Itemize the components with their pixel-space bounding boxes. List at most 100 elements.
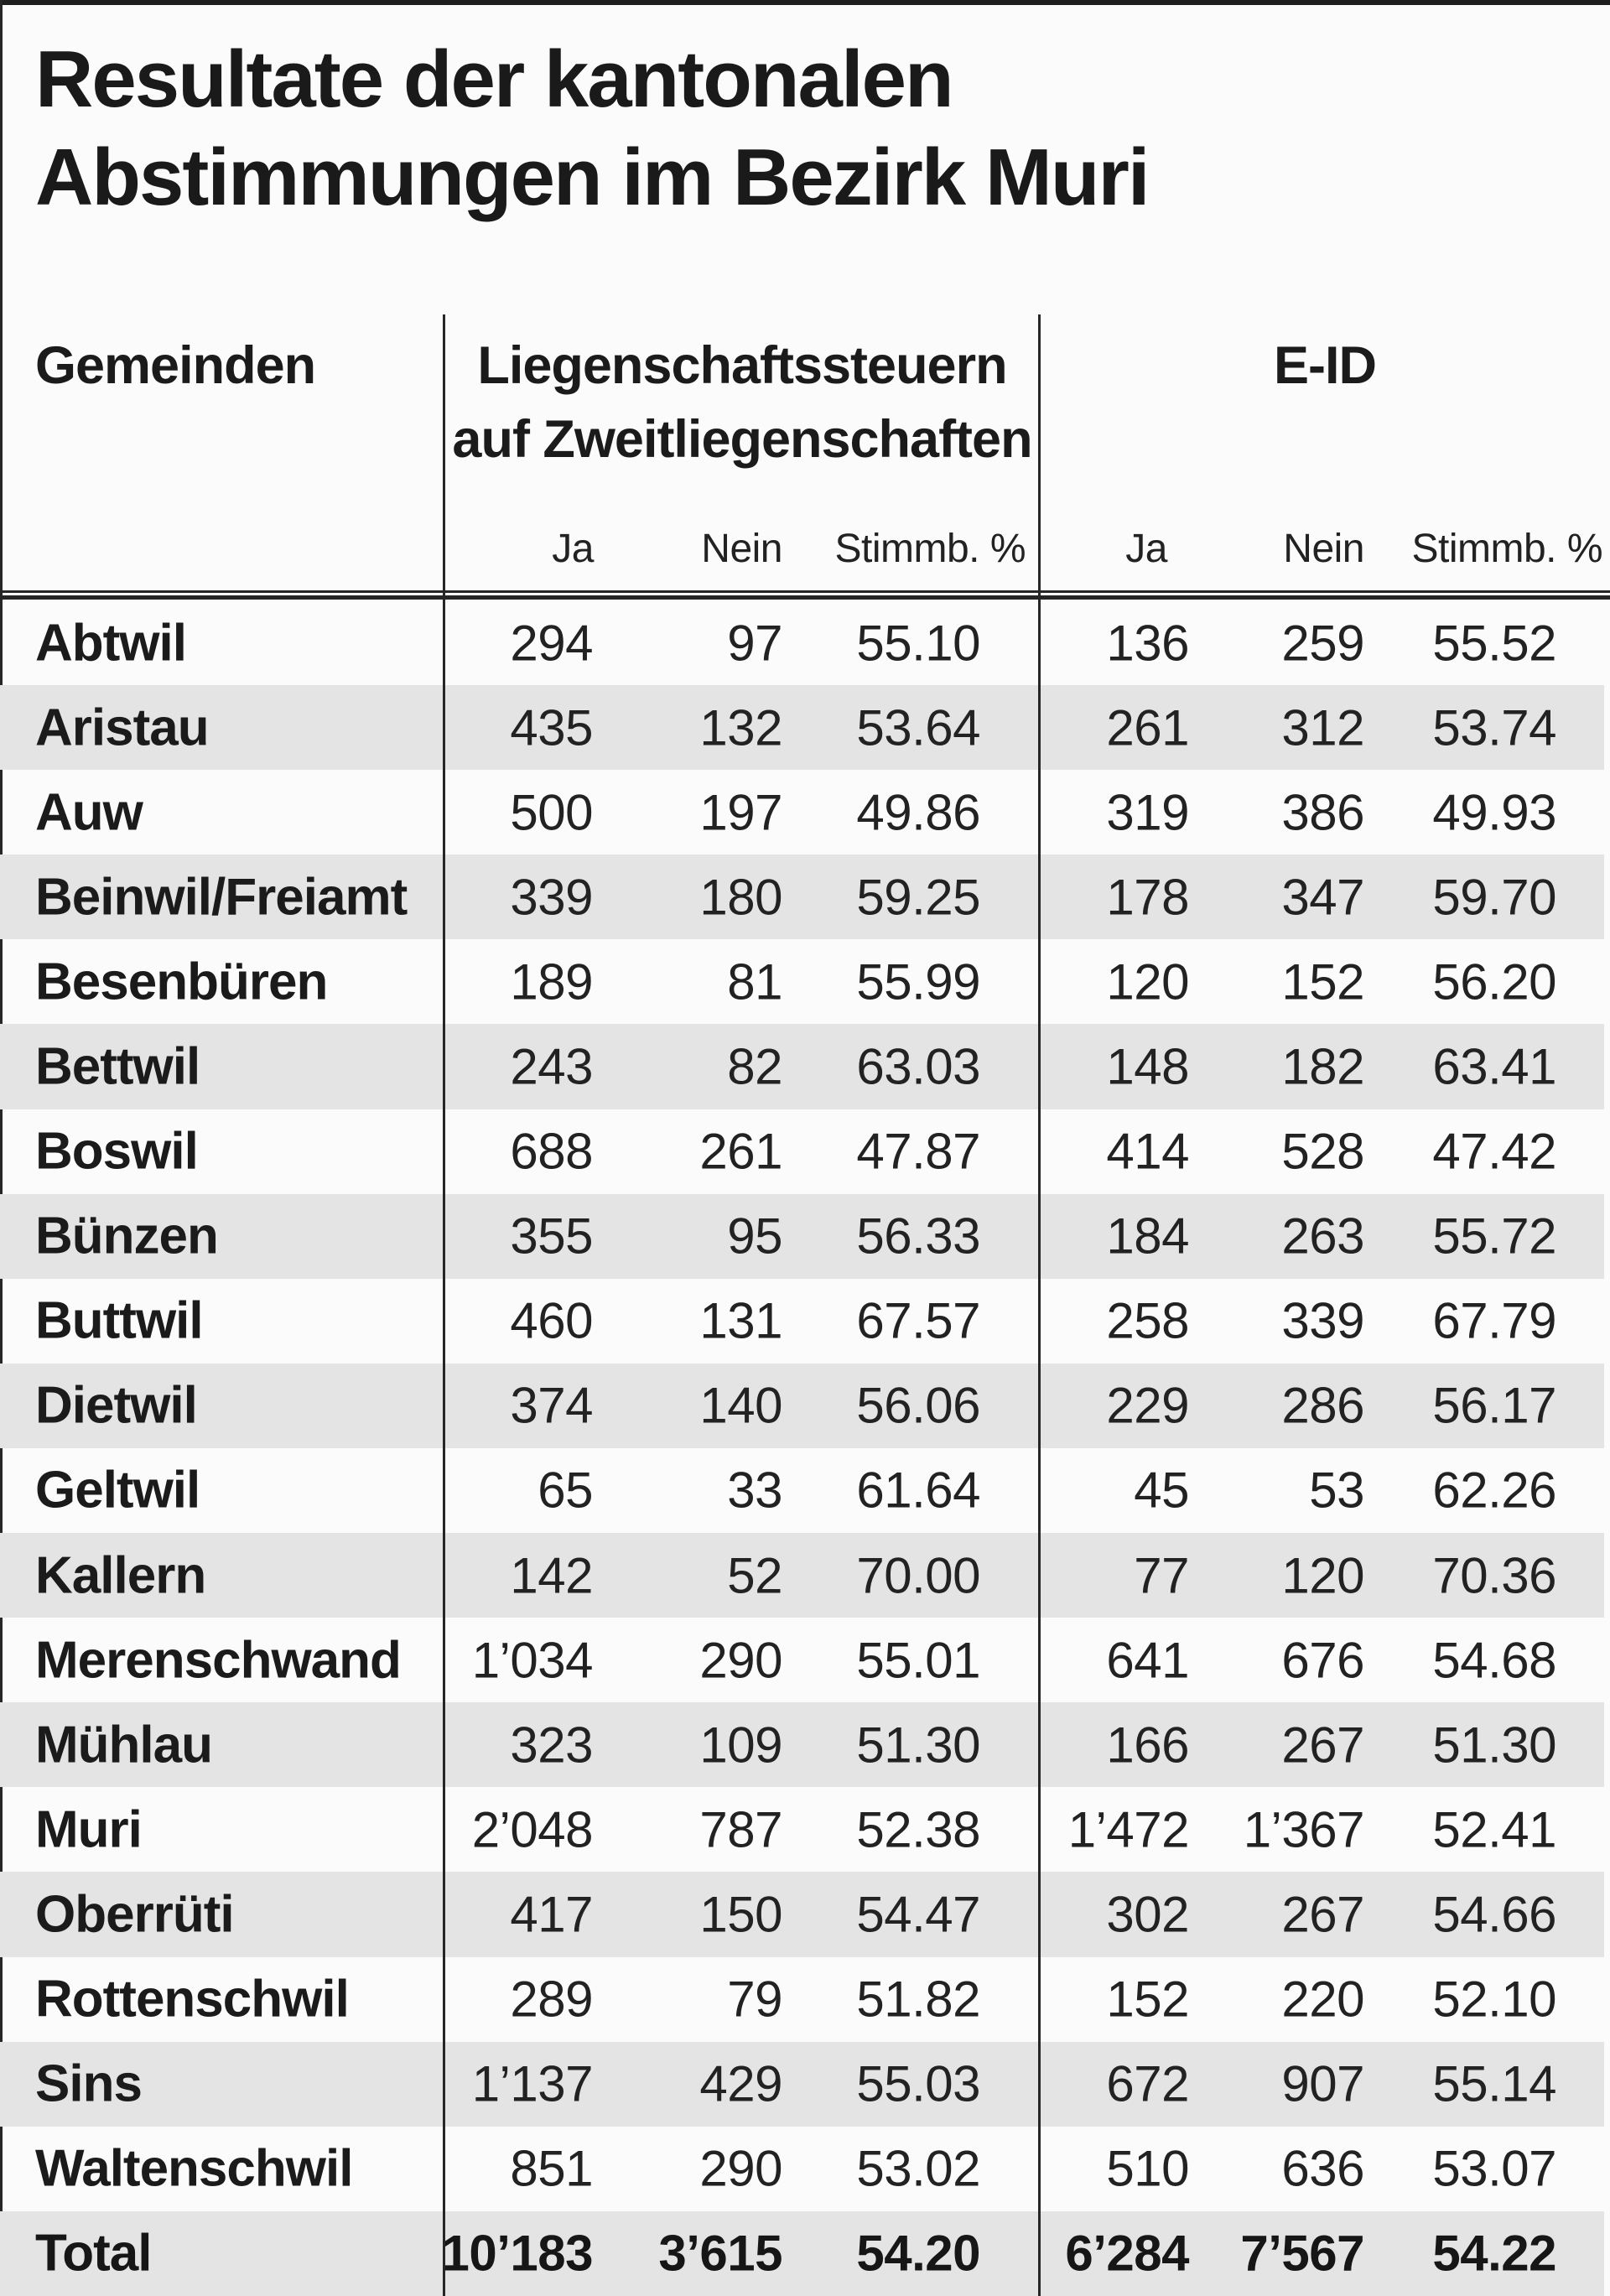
eid-nein-value: 339 — [1281, 1292, 1364, 1349]
liegenschaft-stimmb-value: 49.86 — [856, 784, 980, 841]
eid-nein-value: 636 — [1281, 2140, 1364, 2197]
subheader-nein-2: Nein — [1283, 527, 1364, 571]
eid-ja-value: 166 — [1106, 1717, 1189, 1774]
eid-stimmb-value: 55.14 — [1432, 2055, 1556, 2112]
table-row: Rottenschwil 289 79 51.82 152 220 52.10 — [0, 1957, 1604, 2042]
eid-stimmb-value: 51.30 — [1432, 1717, 1556, 1774]
subheader-ja-1: Ja — [552, 527, 594, 571]
liegenschaft-nein-value: 429 — [699, 2055, 782, 2112]
liegenschaft-ja-value: 65 — [538, 1462, 593, 1519]
liegenschaft-ja-value: 2’048 — [471, 1801, 594, 1858]
eid-ja-value: 302 — [1106, 1886, 1189, 1943]
liegenschaft-nein-value: 290 — [699, 1632, 782, 1689]
eid-nein-value: 263 — [1281, 1208, 1364, 1265]
liegenschaft-stimmb-value: 55.10 — [856, 615, 980, 672]
table-row: Bettwil 243 82 63.03 148 182 63.41 — [0, 1024, 1604, 1109]
municipality-name: Aristau — [35, 699, 210, 757]
liegenschaft-stimmb-value: 54.20 — [856, 2225, 980, 2282]
liegenschaft-ja-value: 189 — [510, 953, 593, 1010]
table-row: Aristau 435 132 53.64 261 312 53.74 — [0, 685, 1604, 771]
liegenschaft-ja-value: 435 — [510, 699, 593, 756]
eid-nein-value: 120 — [1281, 1547, 1364, 1604]
liegenschaft-ja-value: 243 — [510, 1038, 593, 1095]
municipality-name: Beinwil/Freiamt — [35, 868, 408, 927]
table-row: Auw 500 197 49.86 319 386 49.93 — [0, 770, 1604, 855]
liegenschaft-stimmb-value: 56.33 — [856, 1208, 980, 1265]
page-title-line2: Abstimmungen im Bezirk Muri — [35, 132, 1150, 222]
municipality-name: Merenschwand — [35, 1631, 402, 1690]
municipality-name: Abtwil — [35, 614, 187, 673]
eid-ja-value: 6’284 — [1065, 2225, 1189, 2282]
liegenschaft-stimmb-value: 56.06 — [856, 1377, 980, 1434]
column-header-gemeinden: Gemeinden — [35, 336, 316, 395]
left-border-line — [0, 0, 3, 2296]
eid-ja-value: 184 — [1106, 1208, 1189, 1265]
column-header-liegenschaftssteuern-line2: auf Zweitliegenschaften — [452, 410, 1032, 469]
column-divider-right — [1038, 314, 1041, 2296]
liegenschaft-stimmb-value: 63.03 — [856, 1038, 980, 1095]
liegenschaft-ja-value: 289 — [510, 1971, 593, 2028]
table-row: Beinwil/Freiamt 339 180 59.25 178 347 59… — [0, 855, 1604, 940]
liegenschaft-ja-value: 1’137 — [471, 2055, 594, 2112]
table-row: Besenbüren 189 81 55.99 120 152 56.20 — [0, 939, 1604, 1024]
liegenschaft-ja-value: 355 — [510, 1208, 593, 1265]
eid-stimmb-value: 59.70 — [1432, 869, 1556, 926]
eid-nein-value: 286 — [1281, 1377, 1364, 1434]
table-row: Muri 2’048 787 52.38 1’472 1’367 52.41 — [0, 1787, 1604, 1872]
municipality-name: Oberrüti — [35, 1885, 235, 1944]
subheader-stimmbeteiligung-1: Stimmb. % — [834, 527, 1026, 571]
liegenschaft-stimmb-value: 53.64 — [856, 699, 980, 756]
eid-stimmb-value: 54.68 — [1432, 1632, 1556, 1689]
column-header-liegenschaftssteuern-line1: Liegenschaftssteuern — [477, 336, 1007, 395]
liegenschaft-nein-value: 97 — [727, 615, 782, 672]
table-row: Abtwil 294 97 55.10 136 259 55.52 — [0, 600, 1604, 685]
liegenschaft-ja-value: 1’034 — [471, 1632, 594, 1689]
table-row: Bünzen 355 95 56.33 184 263 55.72 — [0, 1193, 1604, 1279]
liegenschaft-nein-value: 109 — [699, 1717, 782, 1774]
eid-nein-value: 347 — [1281, 869, 1364, 926]
eid-ja-value: 261 — [1106, 699, 1189, 756]
eid-ja-value: 641 — [1106, 1632, 1189, 1689]
liegenschaft-nein-value: 180 — [699, 869, 782, 926]
municipality-name: Kallern — [35, 1546, 206, 1605]
eid-stimmb-value: 63.41 — [1432, 1038, 1556, 1095]
municipality-name: Besenbüren — [35, 953, 328, 1011]
municipality-name: Waltenschwil — [35, 2139, 353, 2198]
liegenschaft-stimmb-value: 47.87 — [856, 1123, 980, 1180]
table-row: Buttwil 460 131 67.57 258 339 67.79 — [0, 1279, 1604, 1364]
liegenschaft-stimmb-value: 61.64 — [856, 1462, 980, 1519]
eid-ja-value: 77 — [1134, 1547, 1189, 1604]
column-header-eid: E-ID — [1274, 336, 1377, 395]
municipality-name: Boswil — [35, 1122, 199, 1181]
liegenschaft-ja-value: 688 — [510, 1123, 593, 1180]
subheader-ja-2: Ja — [1125, 527, 1167, 571]
eid-nein-value: 907 — [1281, 2055, 1364, 2112]
eid-stimmb-value: 54.22 — [1432, 2225, 1556, 2282]
eid-ja-value: 148 — [1106, 1038, 1189, 1095]
liegenschaft-ja-value: 500 — [510, 784, 593, 841]
column-header-liegenschaftssteuern: Liegenschaftssteuern auf Zweitliegenscha… — [448, 329, 1036, 476]
eid-nein-value: 152 — [1281, 953, 1364, 1010]
table-row: Total 10’183 3’615 54.20 6’284 7’567 54.… — [0, 2210, 1604, 2296]
eid-ja-value: 414 — [1106, 1123, 1189, 1180]
liegenschaft-nein-value: 79 — [727, 1971, 782, 2028]
municipality-name: Geltwil — [35, 1461, 200, 1519]
table-row: Sins 1’137 429 55.03 672 907 55.14 — [0, 2041, 1604, 2127]
liegenschaft-ja-value: 10’183 — [441, 2225, 593, 2282]
municipality-name: Total — [35, 2224, 152, 2283]
eid-stimmb-value: 56.20 — [1432, 953, 1556, 1010]
column-divider-left — [443, 314, 445, 2296]
liegenschaft-nein-value: 197 — [699, 784, 782, 841]
liegenschaft-ja-value: 460 — [510, 1292, 593, 1349]
eid-stimmb-value: 47.42 — [1432, 1123, 1556, 1180]
liegenschaft-ja-value: 851 — [510, 2140, 593, 2197]
liegenschaft-ja-value: 142 — [510, 1547, 593, 1604]
eid-nein-value: 182 — [1281, 1038, 1364, 1095]
municipality-name: Sins — [35, 2054, 143, 2113]
liegenschaft-stimmb-value: 53.02 — [856, 2140, 980, 2197]
municipality-name: Dietwil — [35, 1376, 198, 1435]
liegenschaft-nein-value: 131 — [699, 1292, 782, 1349]
eid-nein-value: 267 — [1281, 1717, 1364, 1774]
liegenschaft-ja-value: 294 — [510, 615, 593, 672]
